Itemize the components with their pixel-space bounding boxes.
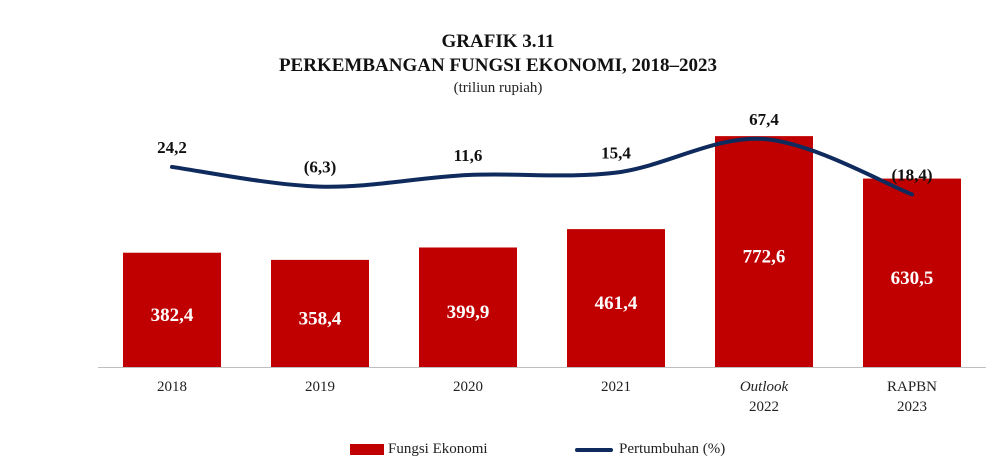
bar-2: [419, 247, 517, 367]
combo-chart: 382,4 358,4 399,9 461,4 772,6 630,5 2018 2019 20…: [98, 110, 986, 415]
bar-4: [715, 136, 813, 367]
x-tick-label-4: Outlook: [740, 379, 789, 395]
chart-unit: (triliun rupiah): [453, 80, 543, 96]
bar-1: [271, 259, 369, 367]
bar-0: [123, 252, 221, 367]
bar-label-5: 630,5: [891, 268, 934, 289]
x-tick-label-5: RAPBN: [887, 379, 937, 395]
line-label-3: 15,4: [601, 144, 631, 163]
bar-label-0: 382,4: [151, 305, 194, 326]
line-label-0: 24,2: [157, 138, 187, 157]
legend-swatch-bar: [350, 444, 384, 455]
chart-subtitle: PERKEMBANGAN FUNGSI EKONOMI, 2018–2023: [278, 55, 718, 76]
x-tick-label-line2-4: 2022: [749, 399, 779, 415]
x-tick-label-line2-5: 2023: [897, 399, 927, 415]
legend-label-bar: Fungsi Ekonomi: [388, 441, 488, 457]
line-label-2: 11,6: [454, 146, 483, 165]
chart-title: GRAFIK 3.11: [441, 31, 555, 52]
line-label-4: 67,4: [749, 110, 779, 129]
line-label-5: (18,4): [891, 165, 932, 184]
bar-5: [863, 178, 961, 367]
legend: Fungsi Ekonomi Pertumbuhan (%): [0, 441, 996, 463]
legend-item-bar: Fungsi Ekonomi: [350, 441, 488, 458]
x-tick-label-3: 2021: [601, 379, 631, 395]
growth-line: [170, 136, 914, 197]
legend-item-line: Pertumbuhan (%): [575, 441, 725, 458]
bar-label-2: 399,9: [447, 302, 490, 323]
bar-3: [567, 229, 665, 367]
bar-label-4: 772,6: [743, 247, 786, 268]
x-tick-label-2: 2020: [453, 379, 483, 395]
legend-swatch-line: [575, 447, 613, 452]
legend-label-line: Pertumbuhan (%): [619, 441, 726, 457]
bar-label-1: 358,4: [299, 308, 342, 329]
bar-label-3: 461,4: [595, 293, 638, 314]
line-label-1: (6,3): [304, 158, 337, 177]
x-tick-label-1: 2019: [305, 379, 335, 395]
chart-title-block: GRAFIK 3.11 PERKEMBANGAN FUNGSI EKONOMI,…: [0, 30, 996, 98]
x-tick-label-0: 2018: [157, 379, 187, 395]
